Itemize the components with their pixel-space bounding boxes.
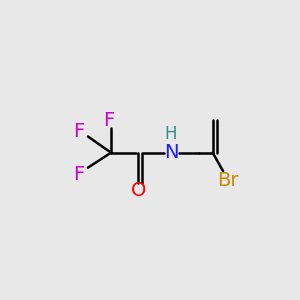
Text: O: O xyxy=(131,181,146,200)
Text: F: F xyxy=(73,122,84,141)
Text: N: N xyxy=(164,143,178,162)
Text: F: F xyxy=(73,165,84,184)
Text: Br: Br xyxy=(217,171,239,190)
Text: F: F xyxy=(103,111,114,130)
Text: H: H xyxy=(165,125,177,143)
